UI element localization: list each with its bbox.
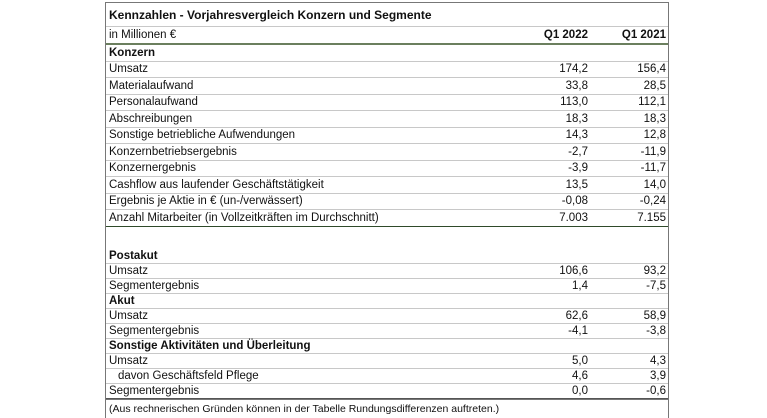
header-row: in Millionen € Q1 2022 Q1 2021 <box>106 27 668 45</box>
table-row: Sonstige betriebliche Aufwendungen 14,3 12… <box>106 128 668 144</box>
table-row: Segmentergebnis 0,0 -0,6 <box>106 384 668 399</box>
value-q1-2022: 0,0 <box>572 384 588 397</box>
section-heading-segment: Akut <box>106 294 668 309</box>
value-q1-2021: 18,3 <box>643 112 666 125</box>
table-row: Materialaufwand 33,8 28,5 <box>106 78 668 95</box>
value-q1-2022: 13,5 <box>565 178 588 191</box>
table-row: Konzernergebnis -3,9 -11,7 <box>106 161 668 177</box>
row-label: Sonstige betriebliche Aufwendungen <box>109 129 296 142</box>
value-q1-2021: 28,5 <box>643 79 666 92</box>
value-q1-2022: 113,0 <box>560 96 588 109</box>
value-q1-2022: -3,9 <box>568 162 588 175</box>
value-q1-2022: 106,6 <box>559 264 588 277</box>
row-label: Abschreibungen <box>109 112 193 125</box>
row-label: Segmentergebnis <box>109 279 200 292</box>
value-q1-2021: 112,1 <box>638 96 666 109</box>
value-q1-2022: 18,3 <box>565 112 588 125</box>
value-q1-2021: -0,24 <box>639 195 666 208</box>
table-title: Kennzahlen - Vorjahresvergleich Konzern … <box>106 3 668 27</box>
value-q1-2021: 14,0 <box>643 178 666 191</box>
table-row: Personalaufwand 113,0 112,1 <box>106 95 668 111</box>
table-body: Konzern Umsatz 174,2 156,4 Materialaufwand 33… <box>106 45 668 418</box>
value-q1-2022: 33,8 <box>565 79 588 92</box>
value-q1-2022: -0,08 <box>561 195 588 208</box>
value-q1-2021: -3,8 <box>646 324 666 337</box>
row-label: Ergebnis je Aktie in € (un-/verwässert) <box>109 195 303 208</box>
value-q1-2022: -2,7 <box>568 145 588 158</box>
section-heading-segment: Sonstige Aktivitäten und Überleitung <box>106 339 668 354</box>
table-row: Umsatz 62,6 58,9 <box>106 309 668 324</box>
section-title: Konzern <box>109 46 155 59</box>
table-row: Anzahl Mitarbeiter (in Vollzeitkräften i… <box>106 210 668 227</box>
value-q1-2021: -11,9 <box>640 145 666 158</box>
title-text: Kennzahlen - Vorjahresvergleich Konzern … <box>109 7 432 22</box>
col-header-q1-2021: Q1 2021 <box>621 29 666 41</box>
spacer-row <box>106 227 668 249</box>
value-q1-2021: 3,9 <box>650 369 666 382</box>
row-label: Segmentergebnis <box>109 324 200 337</box>
value-q1-2022: 7.003 <box>559 211 588 224</box>
value-q1-2021: -7,5 <box>646 279 666 292</box>
table-row: Konzernbetriebsergebnis -2,7 -11,9 <box>106 144 668 161</box>
table-row: Segmentergebnis 1,4 -7,5 <box>106 279 668 294</box>
section-title: Akut <box>109 294 135 307</box>
value-q1-2021: 7.155 <box>637 211 666 224</box>
table-row: Umsatz 5,0 4,3 <box>106 354 668 369</box>
value-q1-2021: 12,8 <box>643 129 666 142</box>
table-row: Umsatz 174,2 156,4 <box>106 62 668 78</box>
table-row: Abschreibungen 18,3 18,3 <box>106 111 668 128</box>
row-label: Cashflow aus laufender Geschäftstätigkei… <box>109 178 324 191</box>
table-row: Ergebnis je Aktie in € (un-/verwässert) -… <box>106 194 668 210</box>
section-heading-segment: Postakut <box>106 249 668 264</box>
value-q1-2022: 174,2 <box>559 63 588 76</box>
table-row: Cashflow aus laufender Geschäftstätigkei… <box>106 177 668 194</box>
key-figures-table: Kennzahlen - Vorjahresvergleich Konzern … <box>105 2 669 418</box>
value-q1-2021: -11,7 <box>640 162 666 175</box>
value-q1-2022: 5,0 <box>572 354 588 367</box>
section-title: Postakut <box>109 249 158 262</box>
section-heading-konzern: Konzern <box>106 45 668 62</box>
table-row: Segmentergebnis -4,1 -3,8 <box>106 324 668 339</box>
value-q1-2021: 4,3 <box>650 354 666 367</box>
row-label: Umsatz <box>109 354 148 367</box>
value-q1-2022: 4,6 <box>572 369 588 382</box>
row-label: Konzernergebnis <box>109 162 196 175</box>
row-label: davon Geschäftsfeld Pflege <box>118 369 259 382</box>
section-title: Sonstige Aktivitäten und Überleitung <box>109 339 311 352</box>
row-label: Segmentergebnis <box>109 384 200 397</box>
table-row: davon Geschäftsfeld Pflege 4,6 3,9 <box>106 369 668 384</box>
value-q1-2022: -4,1 <box>568 324 588 337</box>
value-q1-2021: 156,4 <box>637 63 666 76</box>
table-row: Umsatz 106,6 93,2 <box>106 264 668 279</box>
unit-label: in Millionen € <box>109 29 177 41</box>
value-q1-2021: -0,6 <box>646 384 666 397</box>
value-q1-2022: 1,4 <box>572 279 588 292</box>
row-label: Anzahl Mitarbeiter (in Vollzeitkräften i… <box>109 211 379 224</box>
row-label: Materialaufwand <box>109 79 194 92</box>
col-header-q1-2022: Q1 2022 <box>543 29 588 41</box>
value-q1-2021: 93,2 <box>643 264 666 277</box>
footnote: (Aus rechnerischen Gründen können in der… <box>106 398 668 418</box>
value-q1-2022: 14,3 <box>565 129 588 142</box>
row-label: Umsatz <box>109 264 148 277</box>
value-q1-2021: 58,9 <box>643 309 666 322</box>
footnote-text: (Aus rechnerischen Gründen können in der… <box>109 402 500 415</box>
row-label: Umsatz <box>109 63 148 76</box>
row-label: Umsatz <box>109 309 148 322</box>
value-q1-2022: 62,6 <box>565 309 588 322</box>
row-label: Personalaufwand <box>109 96 198 109</box>
row-label: Konzernbetriebsergebnis <box>109 145 237 158</box>
